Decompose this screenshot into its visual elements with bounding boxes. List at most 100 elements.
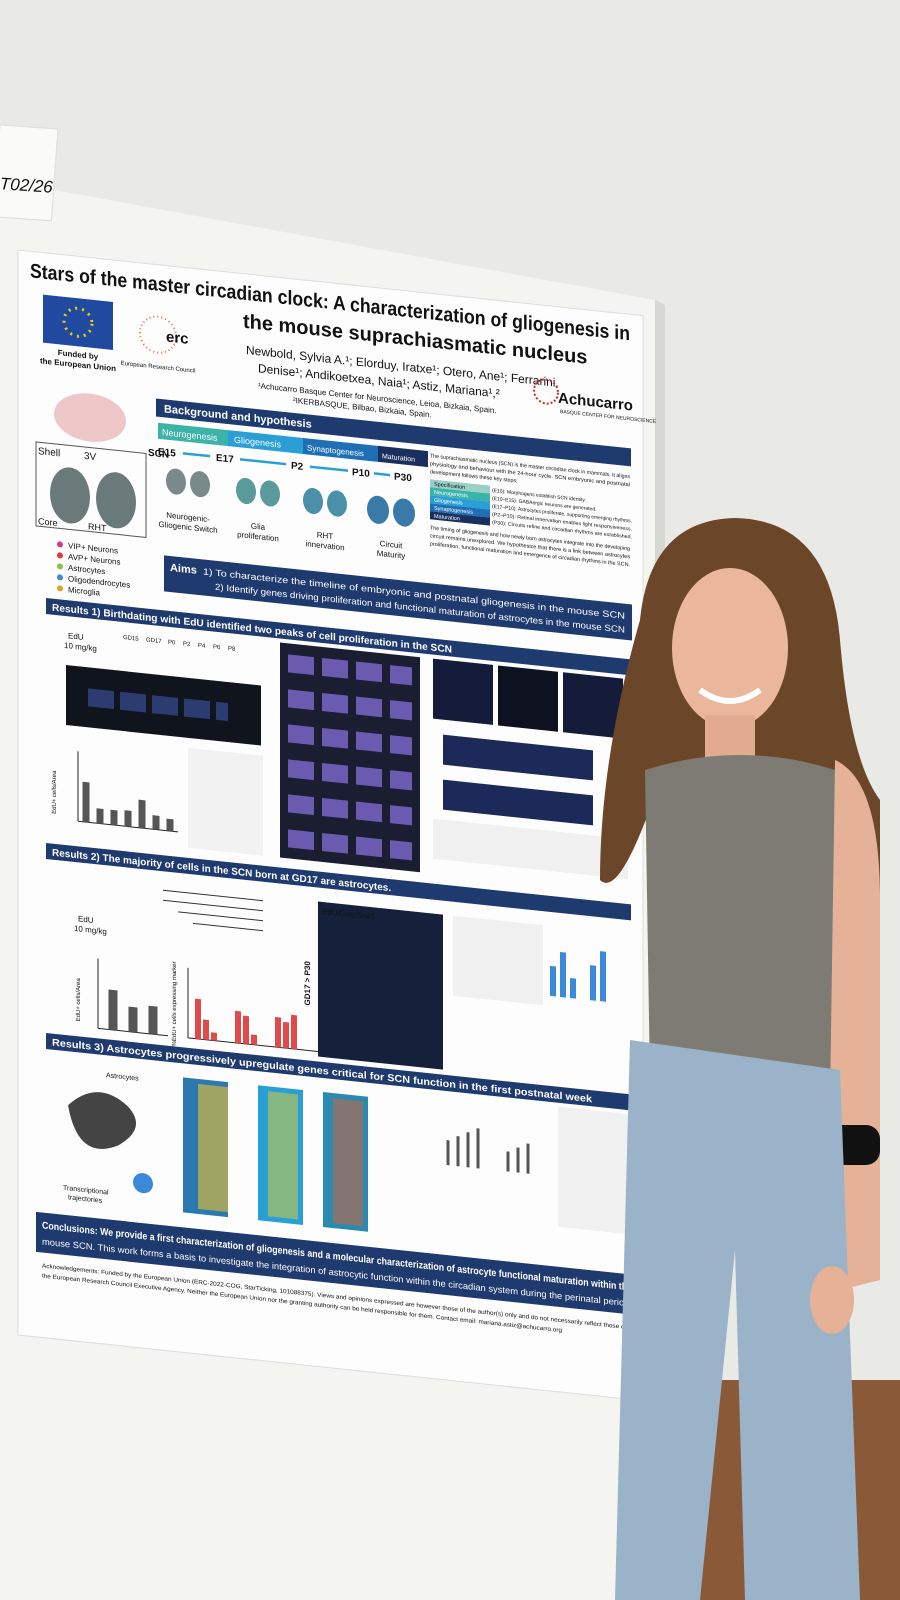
timepoint: P10 <box>352 467 370 480</box>
step-name: Synaptogenesis <box>434 506 473 516</box>
figure-panel <box>280 642 420 873</box>
text-box <box>188 747 263 856</box>
stage-caption: Glia <box>251 521 266 532</box>
pie-icon <box>133 1173 153 1194</box>
face <box>672 568 788 728</box>
achucarro-mark <box>533 378 559 405</box>
scn-stages <box>166 468 415 527</box>
scn-icon <box>393 498 415 527</box>
diagram-label: RHT <box>88 521 107 533</box>
fig-label: P4 <box>198 643 206 650</box>
fig-label: P6 <box>213 645 221 652</box>
fig-label: EdU <box>68 631 84 642</box>
conclusions-bar <box>36 1211 636 1315</box>
person <box>600 518 880 1600</box>
text-box <box>433 818 628 880</box>
erc-mark <box>139 315 177 354</box>
legend-dot <box>57 552 63 559</box>
heatmap <box>198 1083 228 1213</box>
section-bar <box>156 398 631 467</box>
fig-label: Astrocytes <box>106 1072 139 1082</box>
step-name: Specification <box>434 482 465 491</box>
legend-dot <box>57 563 63 570</box>
eu-text: Funded by <box>58 348 99 361</box>
scn-box <box>35 441 147 539</box>
tag-paper <box>0 124 59 222</box>
figure-detail <box>195 998 297 1050</box>
scn-icon <box>327 490 347 517</box>
legend-dot <box>57 541 63 548</box>
figure-panel <box>443 779 593 826</box>
erc-logo: erc <box>166 329 189 348</box>
section-bar <box>46 597 631 676</box>
step-box <box>430 503 490 518</box>
stage-bar <box>378 445 428 468</box>
fig-label: Transcriptional <box>63 1185 109 1197</box>
axis-title: EdU+ cells/Area <box>76 977 82 1021</box>
legend-text: Microglia <box>68 585 101 597</box>
aims-label: Aims <box>170 562 197 577</box>
scn-icon <box>190 471 210 498</box>
stage-label: Maturation <box>382 453 415 463</box>
tag-note: T02/26 <box>0 124 59 222</box>
fig-label: trajectories <box>68 1194 103 1205</box>
timepoint: P30 <box>394 472 412 485</box>
fig-label: 10 mg/kg <box>64 641 97 653</box>
figure-panel <box>433 658 493 725</box>
scn-half <box>96 472 136 529</box>
eu-stars <box>62 306 94 338</box>
poster: Stars of the master circadian clock: A c… <box>17 249 657 1402</box>
legend-dot <box>57 585 63 592</box>
scn-icon <box>303 487 323 515</box>
fig-label: 10 mg/kg <box>74 924 107 936</box>
hand <box>810 1266 854 1334</box>
figure-panel <box>443 734 593 781</box>
stage-bar <box>228 430 303 454</box>
tag-text: T02/26 <box>0 174 54 197</box>
stage-caption: innervation <box>305 539 344 552</box>
heatmap <box>333 1098 363 1227</box>
stage-caption: Maturity <box>377 549 405 561</box>
top <box>645 755 840 1080</box>
figure-detail <box>82 781 174 832</box>
stage-label: Gliogenesis <box>234 435 281 450</box>
timepoint: P2 <box>291 461 304 473</box>
figure-panel <box>563 672 623 739</box>
scn-icon <box>166 468 186 495</box>
step-name: Maturation <box>434 514 460 523</box>
heatmap <box>268 1091 298 1220</box>
axis-title: %EdU+ cells expressing marker <box>172 961 178 1047</box>
scn-icon <box>260 480 280 507</box>
scn-icon <box>367 495 389 524</box>
section-bar <box>46 1032 631 1111</box>
stage-caption: RHT <box>317 530 334 541</box>
step-box <box>430 511 490 526</box>
text-box <box>453 915 543 1006</box>
smile <box>698 687 762 704</box>
timepoint: E15 <box>158 447 176 460</box>
stage-bar <box>303 437 378 462</box>
step-name: Neurogenesis <box>434 490 468 500</box>
step-box <box>430 479 490 494</box>
diagram-label: SCN <box>148 448 169 461</box>
stage-caption: Circuit <box>380 539 403 550</box>
timepoint: E17 <box>216 453 234 466</box>
fig-label: EdU <box>78 914 94 925</box>
fig-label: GD15 <box>123 635 139 643</box>
brain-section <box>54 393 126 442</box>
scn-icon <box>236 477 256 505</box>
figure-panel <box>318 901 443 1070</box>
diagram-label: Shell <box>38 446 60 459</box>
section-bar <box>46 842 631 921</box>
figure-detail <box>550 951 606 1002</box>
figure-detail <box>163 889 263 932</box>
stage-caption: proliferation <box>237 530 279 543</box>
stage-bar <box>158 422 228 447</box>
legend-dot <box>57 574 63 581</box>
aims-bar <box>164 555 632 641</box>
axis-title: EdU+ cells/Area <box>52 770 58 814</box>
figure-detail <box>446 1128 530 1174</box>
figure-panel <box>498 665 558 732</box>
